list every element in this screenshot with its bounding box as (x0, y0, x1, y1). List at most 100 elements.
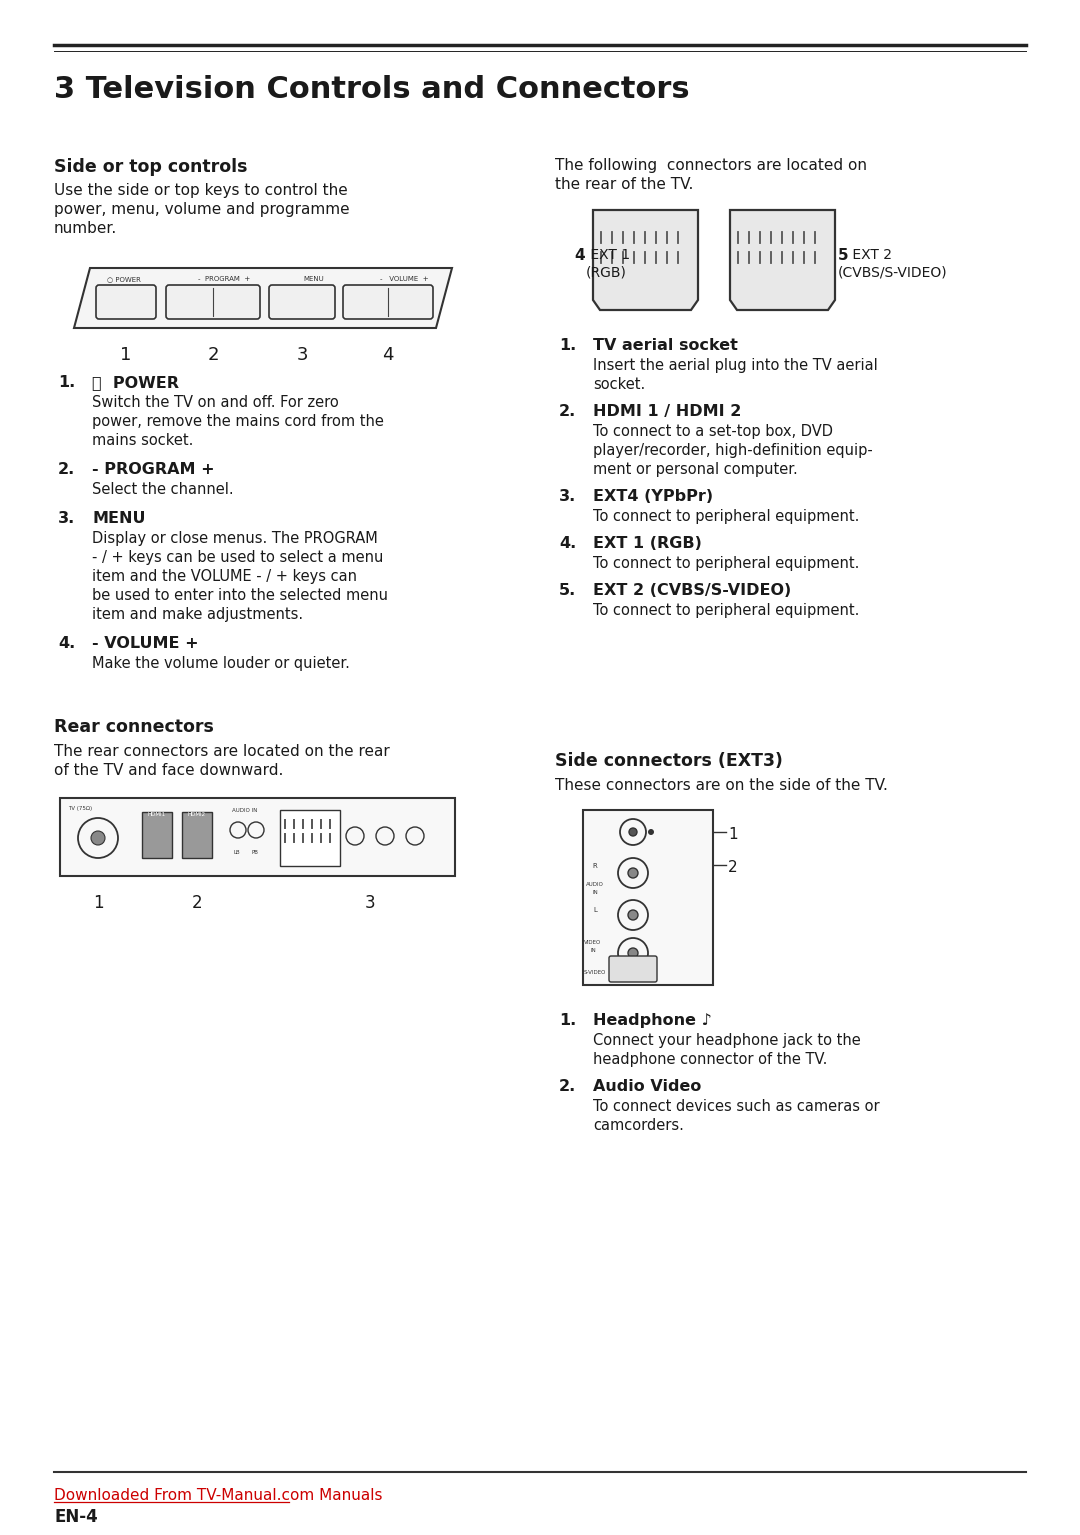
Text: - / + keys can be used to select a menu: - / + keys can be used to select a menu (92, 550, 383, 565)
Circle shape (627, 949, 638, 958)
Text: S-VIDEO: S-VIDEO (584, 970, 606, 975)
Text: Rear connectors: Rear connectors (54, 718, 214, 735)
Text: socket.: socket. (593, 378, 645, 391)
Text: To connect to peripheral equipment.: To connect to peripheral equipment. (593, 510, 860, 523)
Text: EXT 1 (RGB): EXT 1 (RGB) (593, 536, 702, 551)
Text: The following  connectors are located on: The following connectors are located on (555, 158, 867, 173)
FancyBboxPatch shape (269, 286, 335, 319)
Text: ○ POWER: ○ POWER (107, 276, 140, 282)
Text: Connect your headphone jack to the: Connect your headphone jack to the (593, 1033, 861, 1048)
Text: 3.: 3. (559, 490, 577, 503)
Text: power, remove the mains cord from the: power, remove the mains cord from the (92, 414, 383, 428)
Text: These connectors are on the side of the TV.: These connectors are on the side of the … (555, 778, 888, 794)
Circle shape (648, 829, 654, 835)
Text: 2.: 2. (58, 462, 76, 477)
Text: number.: number. (54, 221, 118, 236)
Text: EXT 1: EXT 1 (586, 249, 630, 262)
Text: To connect to peripheral equipment.: To connect to peripheral equipment. (593, 603, 860, 619)
Text: 4: 4 (575, 249, 585, 262)
Text: To connect to peripheral equipment.: To connect to peripheral equipment. (593, 556, 860, 571)
Text: VIDEO: VIDEO (584, 939, 602, 946)
Circle shape (627, 910, 638, 919)
Text: 3 Television Controls and Connectors: 3 Television Controls and Connectors (54, 75, 690, 104)
Text: IN: IN (590, 949, 596, 953)
Text: 4: 4 (382, 345, 394, 364)
Text: (RGB): (RGB) (586, 266, 626, 279)
Text: Select the channel.: Select the channel. (92, 482, 233, 497)
Text: 3.: 3. (58, 511, 76, 527)
Text: Audio Video: Audio Video (593, 1079, 701, 1094)
FancyBboxPatch shape (183, 812, 212, 858)
Text: LB: LB (233, 850, 240, 855)
Text: of the TV and face downward.: of the TV and face downward. (54, 763, 283, 778)
Text: L: L (593, 907, 597, 913)
Polygon shape (75, 269, 453, 328)
FancyBboxPatch shape (60, 798, 455, 876)
Text: 1: 1 (93, 893, 104, 912)
Text: 2.: 2. (559, 1079, 577, 1094)
Text: power, menu, volume and programme: power, menu, volume and programme (54, 203, 350, 216)
Text: Use the side or top keys to control the: Use the side or top keys to control the (54, 183, 348, 198)
Text: 3: 3 (296, 345, 308, 364)
Polygon shape (730, 210, 835, 310)
Text: To connect devices such as cameras or: To connect devices such as cameras or (593, 1099, 879, 1114)
Text: be used to enter into the selected menu: be used to enter into the selected menu (92, 588, 388, 603)
Text: Insert the aerial plug into the TV aerial: Insert the aerial plug into the TV aeria… (593, 358, 878, 373)
Text: EXT4 (YPbPr): EXT4 (YPbPr) (593, 490, 713, 503)
Text: R: R (593, 863, 597, 869)
Text: 1: 1 (728, 827, 738, 843)
Text: mains socket.: mains socket. (92, 433, 193, 448)
Text: The rear connectors are located on the rear: The rear connectors are located on the r… (54, 744, 390, 758)
FancyBboxPatch shape (96, 286, 156, 319)
Text: 5.: 5. (559, 583, 577, 599)
FancyBboxPatch shape (166, 286, 260, 319)
Text: the rear of the TV.: the rear of the TV. (555, 177, 693, 192)
Text: EXT 2: EXT 2 (848, 249, 892, 262)
Text: AUDIO IN: AUDIO IN (232, 807, 258, 814)
Text: IN: IN (592, 890, 598, 895)
Text: 1.: 1. (559, 338, 577, 353)
Text: AUDIO: AUDIO (586, 883, 604, 887)
FancyBboxPatch shape (141, 812, 172, 858)
Text: 2.: 2. (559, 404, 577, 419)
Text: Side connectors (EXT3): Side connectors (EXT3) (555, 752, 783, 771)
Text: 2: 2 (207, 345, 219, 364)
Text: (CVBS/S-VIDEO): (CVBS/S-VIDEO) (838, 266, 947, 279)
Text: HDMI 1 / HDMI 2: HDMI 1 / HDMI 2 (593, 404, 741, 419)
Text: 1.: 1. (58, 375, 76, 390)
Text: Side or top controls: Side or top controls (54, 158, 247, 177)
Text: Make the volume louder or quieter.: Make the volume louder or quieter. (92, 655, 350, 671)
Text: - PROGRAM +: - PROGRAM + (92, 462, 215, 477)
Text: 2: 2 (728, 860, 738, 875)
Circle shape (629, 827, 637, 837)
Text: Display or close menus. The PROGRAM: Display or close menus. The PROGRAM (92, 531, 378, 546)
Text: HDMI1: HDMI1 (148, 812, 166, 817)
Polygon shape (593, 210, 698, 310)
Text: 3: 3 (365, 893, 376, 912)
FancyBboxPatch shape (583, 810, 713, 985)
FancyBboxPatch shape (343, 286, 433, 319)
Text: camcorders.: camcorders. (593, 1117, 684, 1133)
Text: MENU: MENU (92, 511, 146, 527)
Text: PB: PB (251, 850, 258, 855)
Text: To connect to a set-top box, DVD: To connect to a set-top box, DVD (593, 424, 833, 439)
Circle shape (91, 830, 105, 844)
Text: 1: 1 (120, 345, 132, 364)
Text: ⏻  POWER: ⏻ POWER (92, 375, 179, 390)
Text: TV aerial socket: TV aerial socket (593, 338, 738, 353)
Text: EXT 2 (CVBS/S-VIDEO): EXT 2 (CVBS/S-VIDEO) (593, 583, 792, 599)
Text: MENU: MENU (303, 276, 324, 282)
FancyBboxPatch shape (280, 810, 340, 866)
Text: player/recorder, high-definition equip-: player/recorder, high-definition equip- (593, 444, 873, 457)
Text: HDMI2: HDMI2 (188, 812, 206, 817)
Text: -   VOLUME  +: - VOLUME + (380, 276, 429, 282)
Text: -  PROGRAM  +: - PROGRAM + (198, 276, 251, 282)
Text: item and make adjustments.: item and make adjustments. (92, 606, 303, 622)
Text: 2: 2 (191, 893, 202, 912)
Text: headphone connector of the TV.: headphone connector of the TV. (593, 1051, 827, 1067)
Text: Switch the TV on and off. For zero: Switch the TV on and off. For zero (92, 394, 339, 410)
FancyBboxPatch shape (609, 956, 657, 982)
Text: Downloaded From TV-Manual.com Manuals: Downloaded From TV-Manual.com Manuals (54, 1487, 382, 1503)
Text: - VOLUME +: - VOLUME + (92, 635, 199, 651)
Text: Headphone ♪: Headphone ♪ (593, 1013, 712, 1028)
